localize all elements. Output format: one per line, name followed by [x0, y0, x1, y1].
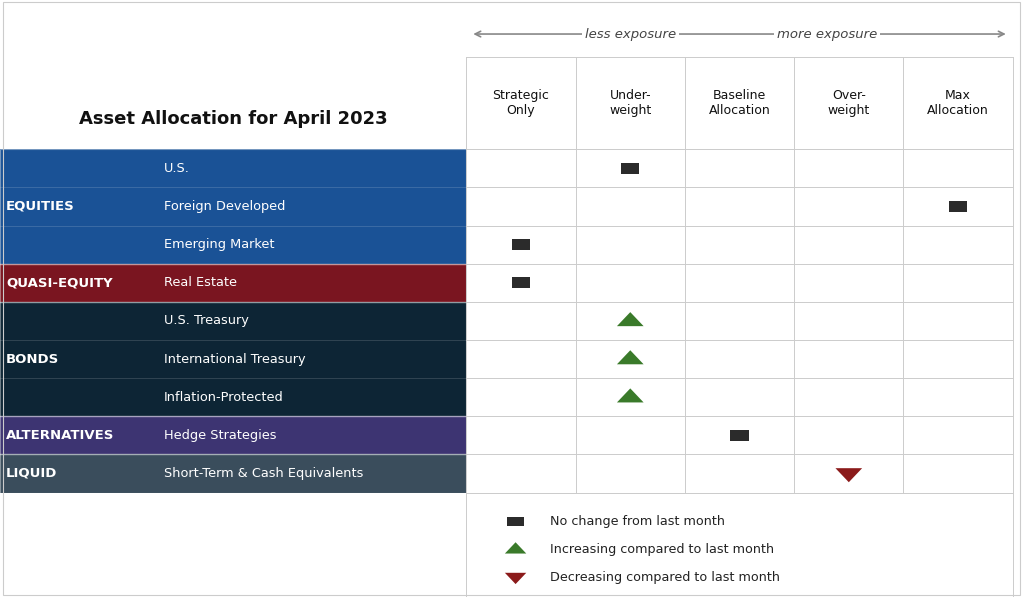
Text: QUASI-EQUITY: QUASI-EQUITY	[6, 276, 113, 289]
Bar	[0, 340, 466, 378]
Bar	[511, 278, 530, 288]
Bar	[0, 416, 466, 454]
Polygon shape	[835, 468, 862, 482]
Text: Real Estate: Real Estate	[164, 276, 237, 289]
Bar	[466, 493, 1013, 597]
Text: Hedge Strategies: Hedge Strategies	[164, 429, 277, 442]
Text: more exposure: more exposure	[777, 27, 877, 41]
Text: Short-Term & Cash Equivalents: Short-Term & Cash Equivalents	[164, 467, 364, 480]
Polygon shape	[617, 350, 644, 364]
Text: Asset Allocation for April 2023: Asset Allocation for April 2023	[79, 110, 387, 128]
Polygon shape	[617, 389, 644, 402]
Text: Over-
weight: Over- weight	[827, 89, 870, 117]
Bar	[730, 430, 748, 441]
Bar	[0, 226, 466, 264]
Text: Inflation-Protected: Inflation-Protected	[164, 390, 284, 404]
Text: No change from last month: No change from last month	[550, 515, 726, 528]
Bar	[0, 302, 466, 340]
Text: BONDS: BONDS	[6, 353, 59, 365]
Text: U.S.: U.S.	[164, 162, 190, 175]
Bar	[949, 201, 968, 212]
Bar	[507, 516, 524, 526]
Text: Increasing compared to last month: Increasing compared to last month	[550, 543, 775, 556]
Text: Under-
weight: Under- weight	[609, 89, 652, 117]
Bar	[0, 454, 466, 493]
Text: Foreign Developed: Foreign Developed	[164, 200, 285, 213]
Text: Baseline
Allocation: Baseline Allocation	[708, 89, 771, 117]
Text: EQUITIES: EQUITIES	[6, 200, 75, 213]
Bar	[0, 187, 466, 226]
Polygon shape	[505, 542, 526, 553]
Bar	[511, 239, 530, 250]
Text: Decreasing compared to last month: Decreasing compared to last month	[550, 571, 780, 584]
Text: U.S. Treasury: U.S. Treasury	[164, 315, 249, 327]
Text: International Treasury: International Treasury	[164, 353, 305, 365]
Polygon shape	[617, 312, 644, 326]
Text: Strategic
Only: Strategic Only	[493, 89, 549, 117]
Bar	[466, 57, 1013, 493]
Bar	[0, 378, 466, 416]
Text: Emerging Market: Emerging Market	[164, 238, 275, 251]
Text: less exposure: less exposure	[584, 27, 675, 41]
Bar	[0, 264, 466, 302]
Text: Max
Allocation: Max Allocation	[928, 89, 989, 117]
Polygon shape	[505, 573, 526, 584]
Bar	[0, 149, 466, 187]
Bar	[621, 163, 640, 174]
Text: LIQUID: LIQUID	[6, 467, 57, 480]
Text: ALTERNATIVES: ALTERNATIVES	[6, 429, 115, 442]
